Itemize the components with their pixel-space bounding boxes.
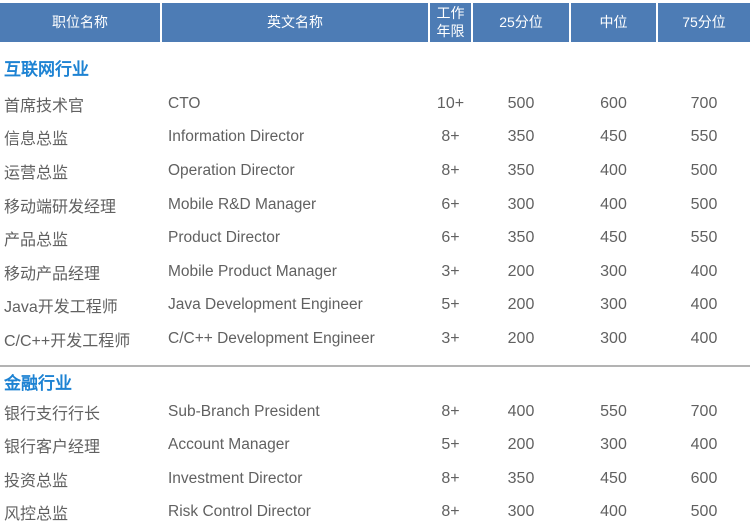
p25-cell: 350 xyxy=(507,128,535,146)
p75-cell: 700 xyxy=(690,94,718,112)
column-header-median: 中位 xyxy=(571,3,656,42)
english-name-cell: Risk Control Director xyxy=(168,503,311,521)
work-years-cell: 8+ xyxy=(441,161,460,179)
english-name-cell: Operation Director xyxy=(168,161,295,179)
median-cell: 450 xyxy=(600,128,627,146)
p25-cell: 200 xyxy=(507,296,535,314)
p25-cell: 500 xyxy=(507,94,535,112)
english-name-cell: CTO xyxy=(168,94,201,112)
section-divider xyxy=(0,364,750,367)
table-row: 投资总监 Investment Director 8+ 350 450 600 xyxy=(0,462,750,496)
table-row: 银行客户经理 Account Manager 5+ 200 300 400 xyxy=(0,428,750,462)
median-cell: 600 xyxy=(600,94,627,112)
p25-cell: 200 xyxy=(507,329,535,347)
industry-section: 金融行业银行支行行长 Sub-Branch President 8+ 400 550 70… xyxy=(0,364,750,529)
position-name-cell: 运营总监 xyxy=(4,164,69,182)
p25-cell: 350 xyxy=(507,469,535,487)
p75-cell: 400 xyxy=(690,296,718,314)
p75-cell: 400 xyxy=(690,262,718,280)
median-cell: 300 xyxy=(600,436,627,454)
position-name-cell: 移动端研发经理 xyxy=(4,198,117,216)
p25-cell: 350 xyxy=(507,161,535,179)
median-cell: 400 xyxy=(600,503,627,521)
table-row: 产品总监 Product Director 6+ 350 450 550 xyxy=(0,221,750,255)
p75-cell: 700 xyxy=(690,402,718,420)
position-name-cell: 银行支行行长 xyxy=(4,405,101,423)
column-header-percentile-75: 75分位 xyxy=(658,3,750,42)
work-years-cell: 6+ xyxy=(441,195,460,213)
median-cell: 450 xyxy=(600,469,627,487)
english-name-cell: Sub-Branch President xyxy=(168,402,320,420)
column-header-work-years: 工作年限 xyxy=(430,3,471,42)
work-years-cell: 3+ xyxy=(441,262,460,280)
column-header-position-name: 职位名称 xyxy=(0,3,160,42)
position-name-cell: 信息总监 xyxy=(4,131,69,149)
p75-cell: 550 xyxy=(690,128,718,146)
p25-cell: 350 xyxy=(507,229,535,247)
work-years-cell: 3+ xyxy=(441,329,460,347)
english-name-cell: Mobile R&D Manager xyxy=(168,195,317,213)
work-years-cell: 5+ xyxy=(441,296,460,314)
english-name-cell: Mobile Product Manager xyxy=(168,262,337,280)
english-name-cell: Account Manager xyxy=(168,436,290,454)
work-years-cell: 8+ xyxy=(441,402,460,420)
table-row: C/C++开发工程师 C/C++ Development Engineer 3+ 20… xyxy=(0,322,750,356)
position-name-cell: 首席技术官 xyxy=(4,97,85,115)
english-name-cell: Java Development Engineer xyxy=(168,296,363,314)
p25-cell: 300 xyxy=(507,195,535,213)
p75-cell: 550 xyxy=(690,229,718,247)
position-name-cell: 投资总监 xyxy=(4,472,69,490)
table-row: 运营总监 Operation Director 8+ 350 400 500 xyxy=(0,154,750,188)
english-name-cell: Investment Director xyxy=(168,469,303,487)
table-row: 首席技术官 CTO 10+ 500 600 700 xyxy=(0,87,750,121)
section-title: 金融行业 xyxy=(4,373,72,393)
median-cell: 400 xyxy=(600,161,627,179)
position-name-cell: 移动产品经理 xyxy=(4,265,101,283)
table-row: 风控总监 Risk Control Director 8+ 300 400 500 xyxy=(0,496,750,529)
column-header-percentile-25: 25分位 xyxy=(473,3,569,42)
median-cell: 300 xyxy=(600,296,627,314)
position-name-cell: 银行客户经理 xyxy=(4,439,101,457)
p25-cell: 300 xyxy=(507,503,535,521)
p75-cell: 400 xyxy=(690,329,718,347)
median-cell: 300 xyxy=(600,262,627,280)
table-body: 互联网行业首席技术官 CTO 10+ 500 600 700 信息总监 Information… xyxy=(0,59,750,529)
p75-cell: 500 xyxy=(690,195,718,213)
position-name-cell: 产品总监 xyxy=(4,232,69,250)
english-name-cell: Product Director xyxy=(168,229,280,247)
industry-section: 互联网行业首席技术官 CTO 10+ 500 600 700 信息总监 Information… xyxy=(0,59,750,356)
position-name-cell: 风控总监 xyxy=(4,506,69,524)
table-header: 职位名称 英文名称 工作年限 25分位 中位 75分位 xyxy=(0,3,750,42)
p75-cell: 500 xyxy=(690,161,718,179)
p25-cell: 400 xyxy=(507,402,535,420)
p75-cell: 600 xyxy=(690,469,718,487)
english-name-cell: C/C++ Development Engineer xyxy=(168,329,375,347)
median-cell: 450 xyxy=(600,229,627,247)
position-name-cell: C/C++开发工程师 xyxy=(4,332,131,350)
column-header-english-name: 英文名称 xyxy=(162,3,428,42)
table-row: 银行支行行长 Sub-Branch President 8+ 400 550 700 xyxy=(0,395,750,429)
work-years-cell: 8+ xyxy=(441,503,460,521)
work-years-cell: 8+ xyxy=(441,128,460,146)
p75-cell: 500 xyxy=(690,503,718,521)
work-years-cell: 6+ xyxy=(441,229,460,247)
median-cell: 550 xyxy=(600,402,627,420)
median-cell: 300 xyxy=(600,329,627,347)
p25-cell: 200 xyxy=(507,436,535,454)
work-years-cell: 10+ xyxy=(436,94,465,112)
median-cell: 400 xyxy=(600,195,627,213)
p25-cell: 200 xyxy=(507,262,535,280)
table-row: Java开发工程师 Java Development Engineer 5+ 200 3… xyxy=(0,289,750,323)
table-row: 移动端研发经理 Mobile R&D Manager 6+ 300 400 500 xyxy=(0,188,750,222)
section-title: 互联网行业 xyxy=(4,60,89,79)
p75-cell: 400 xyxy=(690,436,718,454)
position-name-cell: Java开发工程师 xyxy=(4,299,118,317)
work-years-cell: 8+ xyxy=(441,469,460,487)
work-years-cell: 5+ xyxy=(441,436,460,454)
salary-table-page: 职位名称 英文名称 工作年限 25分位 中位 75分位 互联网行业首席技术官 CT… xyxy=(0,3,750,529)
table-row: 信息总监 Information Director 8+ 350 450 550 xyxy=(0,121,750,155)
english-name-cell: Information Director xyxy=(168,128,305,146)
table-row: 移动产品经理 Mobile Product Manager 3+ 200 300 400 xyxy=(0,255,750,289)
